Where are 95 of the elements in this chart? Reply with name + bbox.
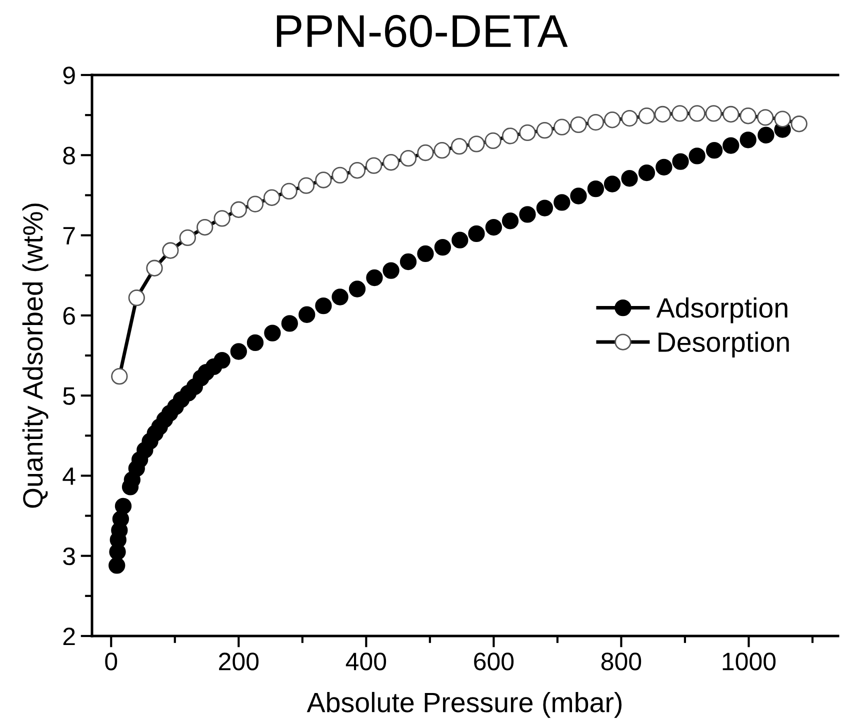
point — [246, 334, 264, 352]
point — [348, 280, 366, 298]
point — [452, 232, 468, 248]
point — [434, 142, 450, 159]
point — [536, 200, 554, 216]
y-tick-label: 5 — [63, 387, 75, 405]
point — [756, 109, 774, 126]
point — [468, 225, 485, 242]
point — [672, 105, 688, 122]
point — [246, 196, 264, 212]
y-axis-title: Quantity Adsorbed (wt%) — [22, 204, 48, 508]
point — [400, 253, 417, 270]
y-tick-label: 6 — [63, 307, 75, 325]
point — [570, 188, 587, 204]
legend-label: Desorption — [658, 332, 789, 358]
point — [672, 153, 689, 170]
point — [417, 245, 434, 262]
point — [587, 114, 604, 131]
point — [621, 170, 638, 187]
point — [502, 212, 519, 230]
point — [128, 289, 145, 306]
point — [554, 194, 570, 211]
x-tick-label: 0 — [105, 652, 118, 670]
point — [536, 122, 554, 139]
point — [111, 368, 128, 385]
point — [315, 172, 332, 188]
point — [114, 498, 132, 514]
y-tick-label: 2 — [63, 628, 75, 646]
point — [365, 157, 382, 174]
point — [638, 164, 656, 182]
x-tick-label: 400 — [346, 652, 386, 670]
point — [417, 144, 434, 162]
point — [587, 180, 604, 198]
point — [146, 260, 163, 276]
point — [485, 218, 502, 236]
point — [382, 262, 400, 279]
point — [332, 166, 348, 184]
point — [468, 136, 485, 152]
point — [366, 269, 383, 286]
point — [740, 108, 756, 124]
point — [332, 288, 348, 306]
point — [264, 324, 281, 342]
point — [656, 158, 672, 176]
point — [758, 126, 774, 144]
point — [722, 106, 740, 123]
point — [263, 189, 280, 206]
point — [348, 162, 366, 179]
point — [706, 142, 723, 159]
x-tick-label: 1000 — [722, 652, 776, 670]
point — [315, 297, 332, 314]
point — [450, 138, 468, 155]
point — [196, 218, 214, 236]
y-tick-label: 7 — [63, 227, 75, 244]
point — [484, 132, 502, 150]
y-tick-label: 9 — [63, 66, 75, 84]
point — [705, 105, 722, 122]
point — [638, 108, 656, 124]
point — [179, 229, 196, 246]
point — [434, 238, 452, 256]
point — [214, 352, 230, 369]
point — [774, 110, 791, 128]
point — [519, 124, 536, 142]
point — [790, 116, 808, 132]
y-tick-label: 3 — [63, 547, 75, 566]
point — [230, 201, 247, 218]
y-tick-label: 8 — [63, 146, 75, 164]
point — [230, 343, 247, 360]
point — [502, 128, 519, 144]
point — [298, 177, 315, 194]
point — [281, 315, 298, 332]
point — [298, 306, 316, 323]
point — [604, 176, 621, 192]
point — [688, 148, 706, 164]
point — [654, 106, 671, 123]
point — [382, 154, 400, 171]
point — [162, 242, 179, 259]
point — [519, 206, 536, 223]
point — [400, 150, 417, 167]
point — [722, 137, 740, 154]
x-tick-label: 600 — [474, 652, 514, 670]
chart-title: PPN-60-DETA — [276, 14, 568, 48]
x-tick-label: 200 — [219, 652, 259, 670]
point — [570, 116, 587, 134]
point — [280, 182, 298, 200]
point — [621, 110, 638, 127]
point — [108, 557, 126, 574]
x-axis-title: Absolute Pressure (mbar) — [306, 692, 622, 718]
x-tick-label: 800 — [601, 652, 642, 670]
point — [688, 105, 706, 122]
point — [604, 112, 621, 128]
y-tick-label: 4 — [62, 468, 76, 485]
legend-label: Adsorption — [656, 297, 788, 324]
point — [554, 118, 570, 136]
point — [740, 132, 756, 148]
point — [214, 210, 230, 227]
